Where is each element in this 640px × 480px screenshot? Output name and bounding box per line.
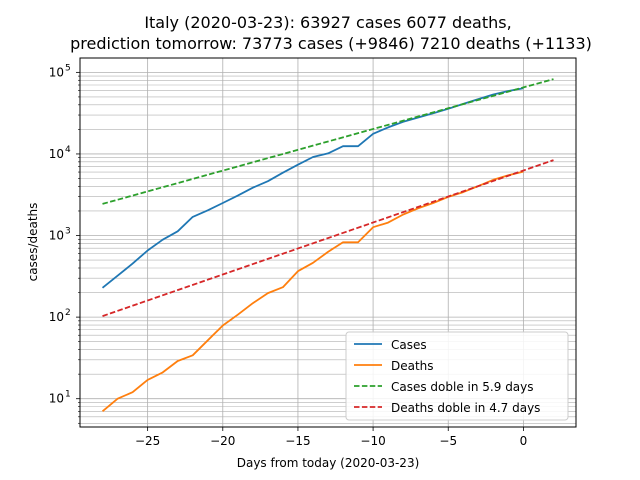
x-tick-label: 0 (520, 434, 528, 448)
x-axis-label: Days from today (2020-03-23) (237, 456, 420, 470)
chart-title-line2: prediction tomorrow: 73773 cases (+9846)… (70, 34, 592, 53)
legend-label-deaths: Deaths (391, 359, 434, 373)
x-axis: −25 −20 −15 −10 −5 0 (135, 427, 527, 448)
legend-label-cases-trend: Cases doble in 5.9 days (391, 380, 534, 394)
x-tick-label: −15 (285, 434, 310, 448)
y-tick-exponent: 3 (65, 227, 71, 237)
series-line-deaths (101, 170, 524, 412)
series-line-deaths-trend (102, 159, 554, 317)
y-tick-exponent: 5 (65, 63, 71, 73)
y-tick-label: 10 (49, 392, 64, 406)
y-tick-exponent: 4 (65, 145, 71, 155)
legend-label-cases: Cases (391, 338, 427, 352)
legend: Cases Deaths Cases doble in 5.9 days Dea… (345, 331, 569, 421)
legend-label-deaths-trend: Deaths doble in 4.7 days (391, 401, 540, 415)
plot-frame (79, 57, 577, 428)
x-tick-label: −5 (439, 434, 457, 448)
y-tick-exponent: 2 (65, 308, 71, 318)
series-line-cases-trend (102, 78, 554, 205)
x-tick-label: −10 (360, 434, 385, 448)
chart-title-line1: Italy (2020-03-23): 63927 cases 6077 dea… (144, 13, 511, 32)
y-tick-exponent: 1 (65, 390, 71, 400)
legend-box (345, 331, 569, 421)
y-tick-label: 10 (49, 65, 64, 79)
x-tick-label: −25 (135, 434, 160, 448)
y-tick-label: 10 (49, 147, 64, 161)
series-line-cases (101, 87, 524, 289)
y-axis-label: cases/deaths (26, 203, 40, 282)
y-tick-label: 10 (49, 310, 64, 324)
y-tick-label: 10 (49, 229, 64, 243)
x-tick-label: −20 (210, 434, 235, 448)
plot-area (101, 78, 554, 412)
